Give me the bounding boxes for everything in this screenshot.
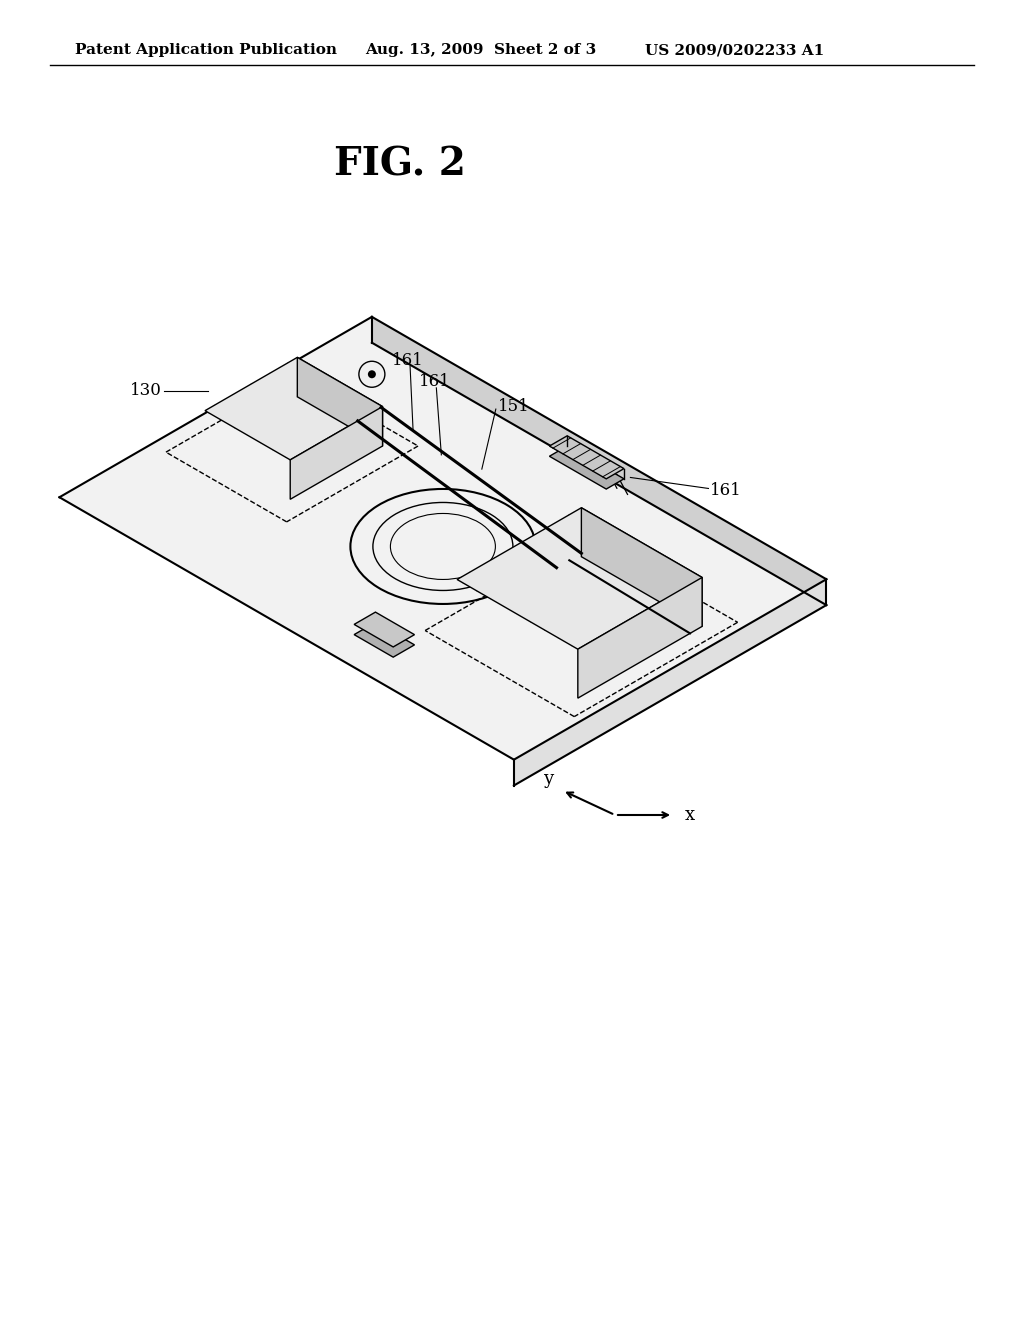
- Polygon shape: [290, 407, 383, 499]
- Text: y: y: [544, 771, 554, 788]
- Text: 140: 140: [577, 543, 608, 558]
- Polygon shape: [297, 358, 383, 446]
- Polygon shape: [578, 577, 702, 698]
- Circle shape: [368, 370, 376, 379]
- Polygon shape: [514, 579, 826, 785]
- Polygon shape: [59, 317, 826, 759]
- Text: 151: 151: [498, 397, 529, 414]
- Polygon shape: [582, 508, 702, 627]
- Circle shape: [358, 362, 385, 387]
- Polygon shape: [550, 436, 624, 479]
- Text: 130: 130: [130, 383, 162, 399]
- Text: Aug. 13, 2009  Sheet 2 of 3: Aug. 13, 2009 Sheet 2 of 3: [365, 44, 596, 57]
- Text: x: x: [685, 807, 695, 824]
- Text: 161: 161: [419, 374, 451, 391]
- Text: Patent Application Publication: Patent Application Publication: [75, 44, 337, 57]
- Polygon shape: [372, 317, 826, 605]
- Text: 151: 151: [278, 370, 309, 387]
- Polygon shape: [457, 508, 702, 649]
- Polygon shape: [354, 612, 415, 647]
- Polygon shape: [354, 622, 415, 657]
- Polygon shape: [550, 446, 624, 488]
- Text: 161: 161: [711, 482, 742, 499]
- Text: FIG. 2: FIG. 2: [334, 147, 466, 183]
- Text: US 2009/0202233 A1: US 2009/0202233 A1: [645, 44, 824, 57]
- Text: 161: 161: [392, 351, 424, 368]
- Polygon shape: [205, 358, 383, 459]
